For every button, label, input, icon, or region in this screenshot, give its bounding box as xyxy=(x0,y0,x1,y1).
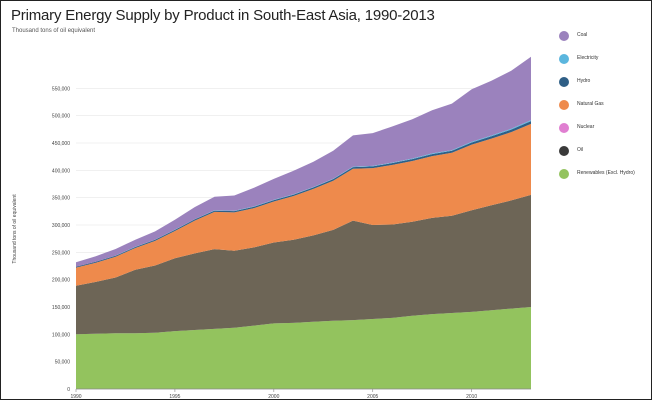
area-oil xyxy=(76,194,531,335)
legend-item: Renewables (Excl. Hydro) xyxy=(559,169,651,183)
legend-swatch-icon xyxy=(559,123,569,133)
legend-swatch-icon xyxy=(559,100,569,110)
legend-item: Natural Gas xyxy=(559,100,651,114)
legend-label: Electricity xyxy=(577,55,599,61)
legend-label: Nuclear xyxy=(577,124,595,130)
legend-item: Coal xyxy=(559,31,651,45)
y-tick-label: 50,000 xyxy=(55,360,71,366)
y-tick-label: 400,000 xyxy=(52,168,70,174)
y-tick-label: 250,000 xyxy=(52,250,70,256)
x-tick-label: 2010 xyxy=(466,394,477,400)
area-renewables-excl-hydro xyxy=(76,307,531,389)
area-natural-gas xyxy=(76,123,531,286)
legend-swatch-icon xyxy=(559,77,569,87)
y-tick-label: 0 xyxy=(67,387,70,393)
legend-label: Natural Gas xyxy=(577,101,604,107)
y-tick-label: 350,000 xyxy=(52,196,70,202)
y-tick-label: 100,000 xyxy=(52,332,70,338)
y-tick-label: 450,000 xyxy=(52,141,70,147)
legend-item: Nuclear xyxy=(559,123,651,137)
x-tick-label: 2000 xyxy=(268,394,279,400)
legend-item: Oil xyxy=(559,146,651,160)
y-tick-label: 300,000 xyxy=(52,223,70,229)
legend-swatch-icon xyxy=(559,169,569,179)
legend-swatch-icon xyxy=(559,54,569,64)
legend-swatch-icon xyxy=(559,146,569,156)
area-coal xyxy=(76,56,531,267)
y-axis-label: Thousand tons of oil equivalent xyxy=(12,194,18,264)
x-tick-label: 1995 xyxy=(169,394,180,400)
x-tick-label: 1990 xyxy=(70,394,81,400)
y-tick-label: 500,000 xyxy=(52,114,70,120)
legend-label: Oil xyxy=(577,147,584,153)
y-axis-ticks: 0 50,000 100,000 150,000 200,000 250,000 300,0… xyxy=(52,86,70,393)
area-series xyxy=(76,56,531,389)
y-tick-label: 200,000 xyxy=(52,278,70,284)
legend-label: Coal xyxy=(577,32,588,38)
legend-label: Renewables (Excl. Hydro) xyxy=(577,170,635,176)
legend-item: Electricity xyxy=(559,54,651,68)
legend-item: Hydro xyxy=(559,77,651,91)
chart-subtitle: Thousand tons of oil equivalent xyxy=(12,28,96,34)
x-tick-label: 2005 xyxy=(367,394,378,400)
y-tick-label: 550,000 xyxy=(52,86,70,92)
legend-label: Hydro xyxy=(577,78,591,84)
x-axis-ticks: 1990 1995 2000 2005 2010 xyxy=(70,389,477,400)
chart-title: Primary Energy Supply by Product in Sout… xyxy=(11,7,435,24)
y-tick-label: 150,000 xyxy=(52,305,70,311)
legend-swatch-icon xyxy=(559,31,569,41)
